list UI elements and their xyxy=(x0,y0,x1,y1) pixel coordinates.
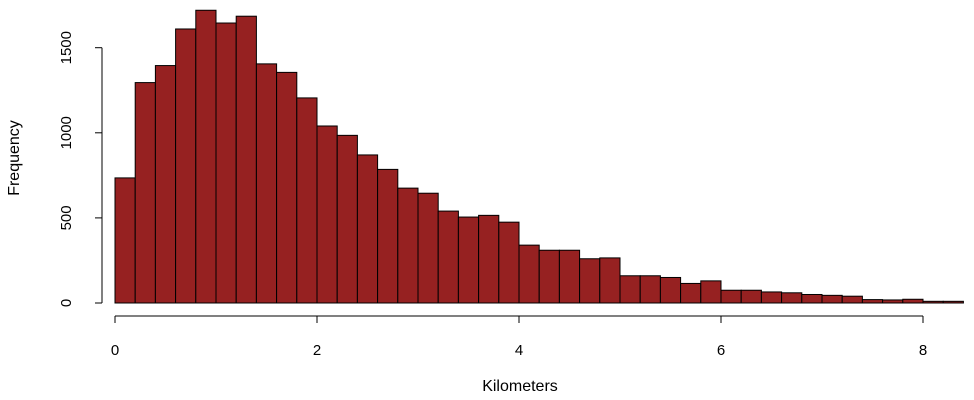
histogram-bar xyxy=(175,28,197,304)
histogram-bar xyxy=(255,63,278,304)
histogram-bar xyxy=(336,134,358,304)
histogram-bar xyxy=(760,291,783,304)
histogram-bar xyxy=(619,275,641,304)
histogram-bar xyxy=(114,177,136,304)
x-tick-label: 0 xyxy=(111,342,119,359)
histogram-bar xyxy=(841,295,863,304)
histogram-bar xyxy=(134,82,156,304)
histogram-bar xyxy=(720,289,742,304)
histogram-bar xyxy=(154,65,177,304)
histogram-bar xyxy=(377,168,399,304)
y-axis: 0 500 1000 1500 xyxy=(58,31,103,307)
histogram-bar xyxy=(457,216,480,304)
x-axis-title: Kilometers xyxy=(482,378,558,395)
histogram-bar xyxy=(882,299,904,304)
histogram-bar xyxy=(659,276,682,304)
histogram-bar xyxy=(902,298,924,304)
y-axis-title: Frequency xyxy=(6,120,23,196)
x-axis: 0 2 4 6 8 xyxy=(111,315,927,359)
histogram-bar xyxy=(215,22,237,304)
histogram-bar xyxy=(437,210,459,304)
histogram-bar xyxy=(821,294,843,304)
x-tick-label: 4 xyxy=(515,342,523,359)
histogram-bar xyxy=(235,15,257,304)
y-tick-label: 1500 xyxy=(58,31,75,64)
x-tick-label: 6 xyxy=(717,342,725,359)
y-tick-label: 1000 xyxy=(58,116,75,149)
histogram-bar xyxy=(538,249,560,304)
histogram-bar xyxy=(195,9,217,304)
histogram-bar xyxy=(801,293,823,304)
histogram-bar xyxy=(296,97,318,304)
histogram-bar xyxy=(417,192,439,304)
histogram-bar xyxy=(942,300,964,304)
histogram-bar xyxy=(558,249,581,304)
histogram-bar xyxy=(478,214,500,304)
histogram-bars xyxy=(114,9,964,304)
histogram-bar xyxy=(397,187,419,304)
histogram-bar xyxy=(639,275,661,304)
x-tick-label: 8 xyxy=(919,342,927,359)
histogram-bar xyxy=(599,257,621,304)
y-tick-label: 500 xyxy=(58,205,75,230)
histogram-bar xyxy=(700,280,722,304)
histogram-bar xyxy=(498,221,520,304)
histogram-bar xyxy=(922,300,944,304)
histogram-bar xyxy=(356,154,379,304)
histogram-bar xyxy=(579,258,601,304)
histogram-bar xyxy=(680,282,702,304)
y-tick-label: 0 xyxy=(58,299,75,307)
histogram-bar xyxy=(781,292,803,304)
histogram-bar xyxy=(316,125,338,304)
histogram-bar xyxy=(861,299,884,304)
x-tick-label: 2 xyxy=(313,342,321,359)
histogram-bar xyxy=(740,289,762,304)
histogram-bar xyxy=(276,71,298,304)
histogram-bar xyxy=(518,244,540,304)
